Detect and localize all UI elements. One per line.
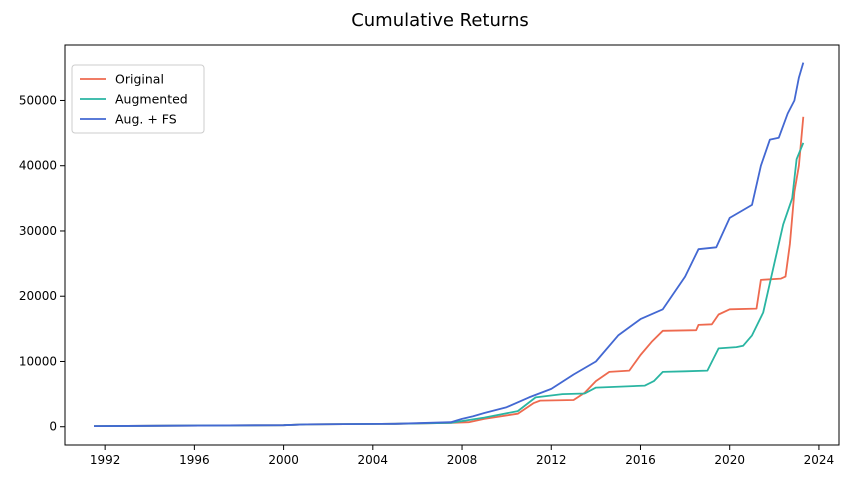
- y-axis: 0 10000 20000 30000 40000 50000: [19, 93, 65, 434]
- x-tick-label: 1992: [90, 453, 121, 467]
- x-tick-label: 1996: [179, 453, 210, 467]
- legend-label: Aug. + FS: [115, 112, 177, 127]
- x-tick-label: 2024: [804, 453, 835, 467]
- y-tick-label: 50000: [19, 93, 57, 107]
- x-tick-label: 2004: [358, 453, 389, 467]
- legend: Original Augmented Aug. + FS: [71, 64, 205, 134]
- x-tick-label: 2016: [625, 453, 656, 467]
- legend-label: Augmented: [115, 92, 188, 107]
- chart-title: Cumulative Returns: [351, 10, 529, 31]
- y-tick-label: 0: [49, 420, 57, 434]
- x-tick-label: 2020: [714, 453, 745, 467]
- y-tick-label: 10000: [19, 354, 57, 368]
- series-line-3: [93, 62, 805, 427]
- y-tick-label: 20000: [19, 289, 57, 303]
- series-line-2: [93, 142, 805, 427]
- x-tick-label: 2008: [447, 453, 478, 467]
- series-line-1: [93, 116, 805, 427]
- plot-area: [93, 62, 805, 427]
- legend-label: Original: [115, 72, 164, 87]
- y-tick-label: 30000: [19, 224, 57, 238]
- x-tick-label: 2012: [536, 453, 567, 467]
- y-tick-label: 40000: [19, 159, 57, 173]
- axes-frame: [64, 44, 840, 446]
- x-tick-label: 2000: [268, 453, 299, 467]
- legend-box: [71, 64, 205, 134]
- x-axis: 1992 1996 2000 2004 2008 2012 2016 2020 2024: [90, 445, 834, 467]
